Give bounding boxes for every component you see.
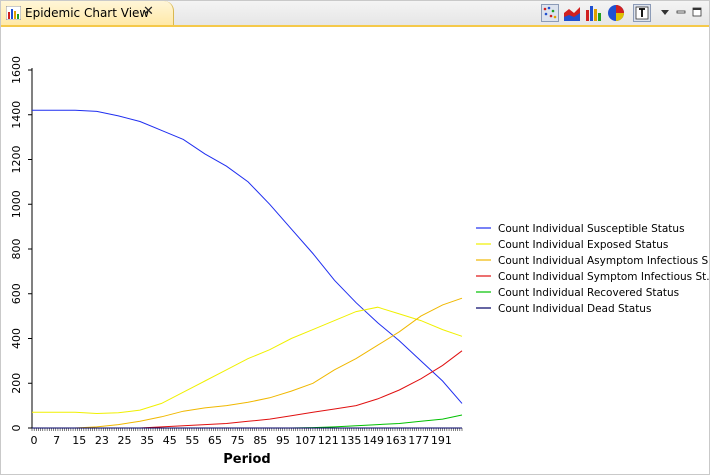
x-tick-label: 177	[408, 434, 429, 447]
x-tick-label: 95	[276, 434, 290, 447]
y-tick-label: 600	[10, 283, 23, 304]
x-tick-label: 0	[31, 434, 38, 447]
y-tick-label: 1600	[10, 56, 23, 84]
x-tick-label: 107	[295, 434, 316, 447]
legend-label: Count Individual Asymptom Infectious S..…	[498, 255, 709, 267]
x-tick-label: 23	[95, 434, 109, 447]
text-toggle-button[interactable]	[633, 4, 651, 22]
pie-chart-button[interactable]	[607, 4, 625, 22]
close-icon[interactable]: ✕	[143, 4, 154, 19]
y-tick-label: 1200	[10, 146, 23, 174]
x-tick-label: 85	[253, 434, 267, 447]
x-tick-label: 15	[72, 434, 86, 447]
y-tick-label: 1000	[10, 190, 23, 218]
tab-epidemic-chart-view[interactable]: Epidemic Chart View ✕	[1, 1, 174, 25]
maximize-icon	[692, 7, 702, 17]
view-toolbar	[537, 3, 703, 23]
view-menu-icon	[661, 10, 669, 15]
view-menu-button[interactable]	[659, 4, 671, 22]
epidemic-line-chart: 0 200 400 600 800 1000 1200 1400 1600 0 7 15 23 25 35 4…	[10, 56, 709, 467]
maximize-button[interactable]	[691, 4, 703, 22]
y-tick-label: 400	[10, 328, 23, 349]
legend-label: Count Individual Dead Status	[498, 303, 651, 315]
minimize-button[interactable]	[675, 4, 687, 22]
x-tick-label: 75	[231, 434, 245, 447]
x-axis-title: Period	[223, 452, 270, 467]
tab-title: Epidemic Chart View	[25, 6, 150, 20]
x-tick-label: 35	[140, 434, 154, 447]
legend-label: Count Individual Symptom Infectious St..…	[498, 271, 709, 283]
area-chart-icon	[564, 7, 580, 21]
x-tick-label: 149	[363, 434, 384, 447]
x-tick-label: 121	[318, 434, 339, 447]
legend-label: Count Individual Recovered Status	[498, 287, 679, 299]
x-tick-label: 7	[53, 434, 60, 447]
series-line	[32, 297, 463, 429]
x-tick-label: 65	[208, 434, 222, 447]
area-chart-button[interactable]	[563, 4, 581, 22]
text-toggle-icon	[635, 6, 649, 20]
scatter-chart-button[interactable]	[541, 4, 559, 22]
series-line	[32, 350, 463, 429]
bar-chart-button[interactable]	[585, 4, 603, 22]
view-tab-strip: Epidemic Chart View ✕	[1, 1, 709, 27]
y-tick-label: 800	[10, 239, 23, 260]
legend-label: Count Individual Susceptible Status	[498, 223, 685, 235]
chart-view-icon	[6, 6, 21, 20]
legend-label: Count Individual Exposed Status	[498, 239, 668, 251]
scatter-chart-icon	[543, 6, 557, 19]
series-line	[32, 306, 463, 415]
x-tick-label: 135	[340, 434, 361, 447]
minimize-icon	[676, 10, 686, 14]
x-tick-label: 25	[118, 434, 132, 447]
bar-chart-icon	[586, 6, 601, 21]
y-tick-label: 1400	[10, 101, 23, 129]
y-tick-label: 0	[10, 425, 23, 432]
x-tick-label: 45	[163, 434, 177, 447]
x-tick-label: 191	[431, 434, 452, 447]
x-tick-label: 163	[386, 434, 407, 447]
pie-chart-icon	[608, 5, 624, 21]
series-line	[32, 109, 463, 404]
y-tick-label: 200	[10, 373, 23, 394]
x-tick-label: 55	[185, 434, 199, 447]
